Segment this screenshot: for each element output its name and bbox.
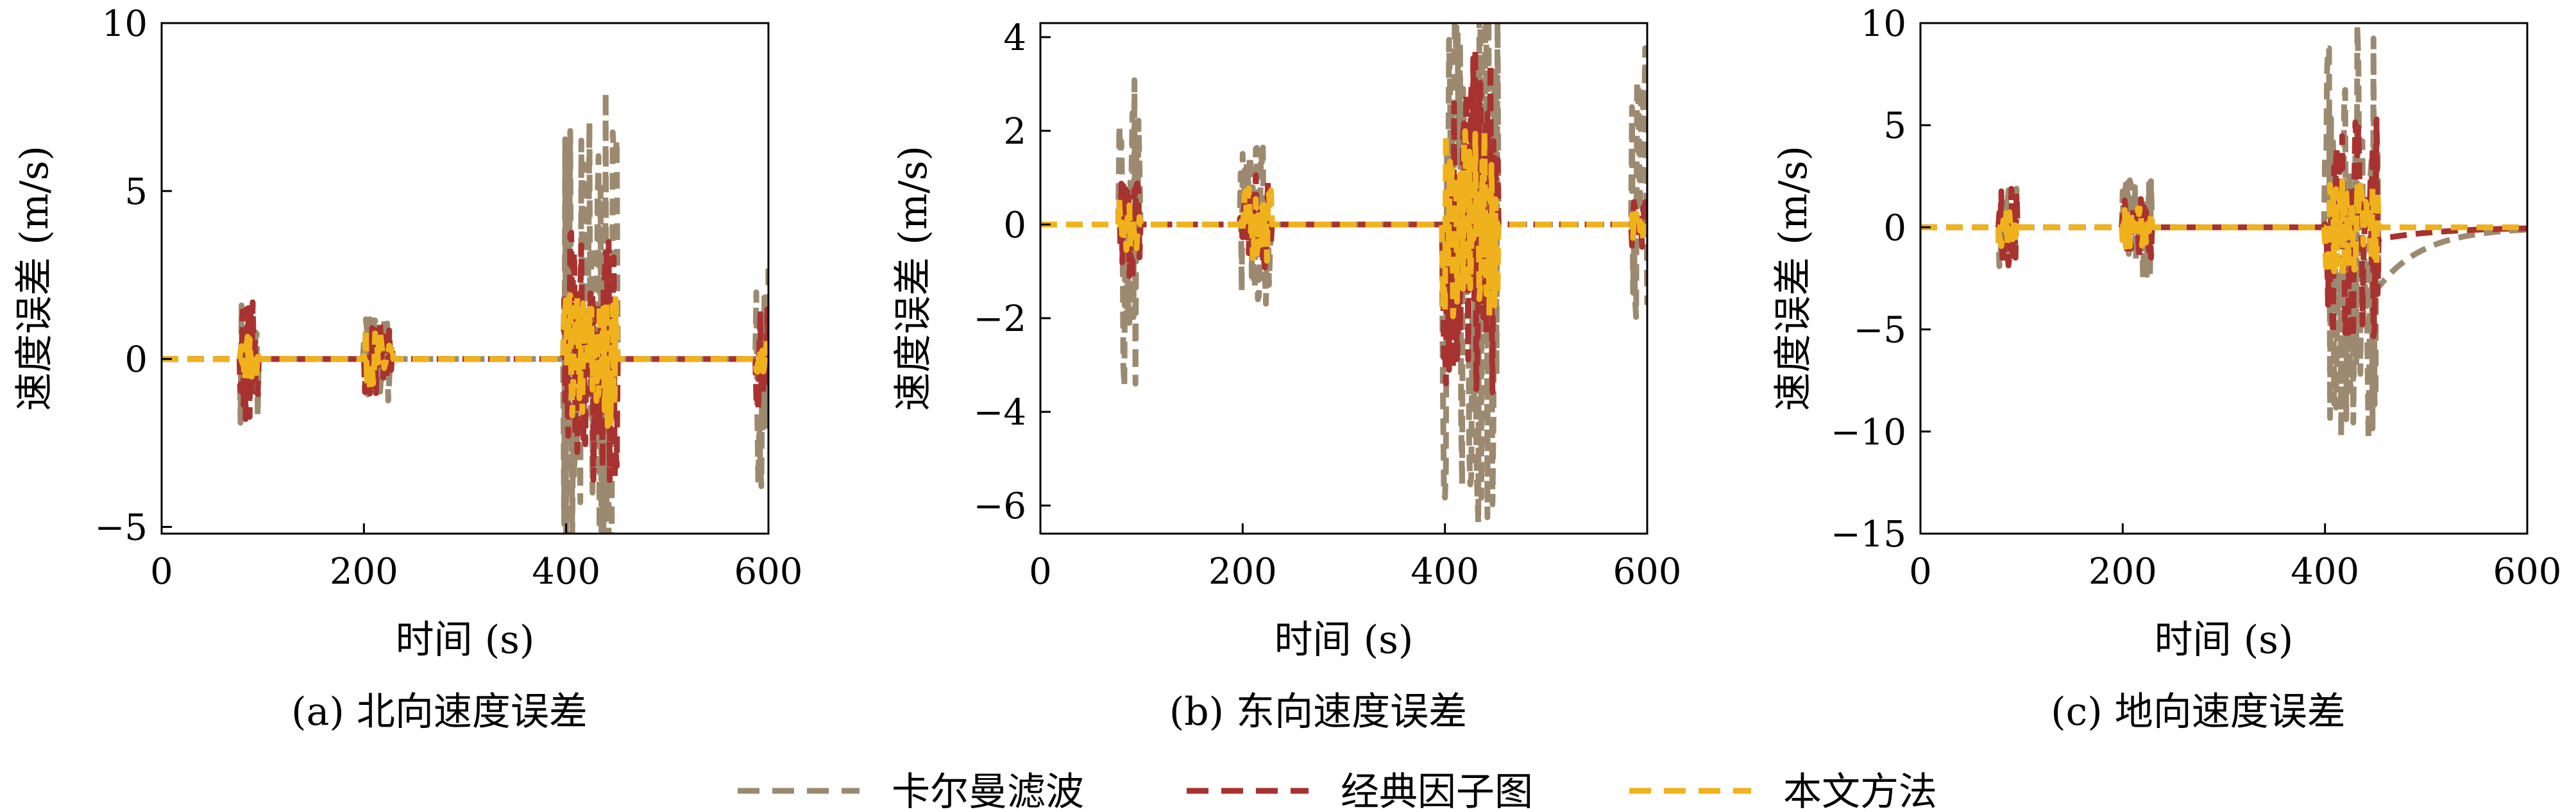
x-tick-label-1-2: 400	[1411, 551, 1479, 593]
x-tick-label-0-2: 400	[532, 551, 600, 593]
plot-area-1	[1040, 23, 1647, 527]
axes-frame-1	[1039, 22, 1648, 535]
y-tick-label-1-3: 0	[1003, 205, 1026, 246]
x-tick-label-2-2: 400	[2291, 551, 2359, 593]
x-tick-label-2-3: 600	[2493, 551, 2562, 593]
legend: 卡尔曼滤波 经典因子图 本文方法	[738, 770, 1937, 812]
x-tick-label-0-0: 0	[150, 551, 173, 593]
y-tick-label-2-3: 0	[1883, 207, 1906, 249]
y-axis-label-0: 速度误差 (m/s)	[12, 146, 57, 411]
axes-frame-0	[160, 22, 770, 535]
y-tick-label-1-4: 2	[1003, 111, 1026, 153]
x-tick-label-1-3: 600	[1613, 551, 1682, 593]
x-axis-label-2: 时间 (s)	[2155, 618, 2294, 663]
x-tick-label-0-1: 200	[330, 551, 398, 593]
y-tick-label-1-5: 4	[1003, 17, 1026, 59]
y-tick-label-0-0: −5	[94, 507, 148, 549]
panel-2: 0 200 400 600 −15 −10 −5 0 5 10 时间 (s) 速度误差 (m/s) (c…	[1771, 3, 2561, 734]
legend-label-2: 本文方法	[1783, 770, 1937, 812]
x-axis-label-0: 时间 (s)	[396, 618, 535, 663]
axes-frame-2	[1919, 22, 2529, 535]
panel-caption-1: (b) 东向速度误差	[1169, 689, 1467, 734]
series-line-1-2	[1040, 128, 1647, 319]
x-tick-label-0-3: 600	[734, 551, 803, 593]
legend-label-0: 卡尔曼滤波	[892, 770, 1084, 812]
y-tick-label-1-2: −2	[973, 298, 1026, 340]
legend-label-1: 经典因子图	[1341, 770, 1533, 812]
panel-caption-0: (a) 北向速度误差	[291, 689, 588, 734]
y-tick-label-2-4: 5	[1883, 105, 1906, 147]
y-tick-label-1-1: −4	[973, 392, 1026, 434]
x-tick-label-2-0: 0	[1909, 551, 1932, 593]
y-axis-label-2: 速度误差 (m/s)	[1771, 146, 1816, 411]
y-axis-label-1: 速度误差 (m/s)	[891, 146, 936, 411]
y-tick-label-0-3: 10	[102, 3, 148, 45]
series-line-2-2	[1920, 178, 2527, 278]
x-tick-label-1-1: 200	[1208, 551, 1277, 593]
plot-area-2	[1920, 23, 2527, 442]
series-line-0-2	[162, 290, 768, 429]
y-tick-label-2-0: −15	[1831, 514, 1906, 555]
panel-1: 0 200 400 600 −6 −4 −2 0 2 4 时间 (s) 速度误差 (m/s) (b) 东…	[891, 17, 1682, 734]
x-tick-label-2-1: 200	[2089, 551, 2157, 593]
plot-area-0	[162, 89, 768, 534]
y-tick-label-0-2: 5	[124, 171, 148, 213]
y-tick-label-2-2: −5	[1853, 310, 1906, 351]
x-axis-label-1: 时间 (s)	[1275, 618, 1414, 663]
panel-caption-2: (c) 地向速度误差	[2051, 689, 2346, 734]
y-tick-label-2-5: 10	[1861, 3, 1906, 45]
y-tick-label-1-0: −6	[973, 486, 1026, 527]
y-tick-label-0-1: 0	[124, 339, 148, 381]
x-tick-label-1-0: 0	[1029, 551, 1052, 593]
y-tick-label-2-1: −10	[1831, 412, 1906, 453]
